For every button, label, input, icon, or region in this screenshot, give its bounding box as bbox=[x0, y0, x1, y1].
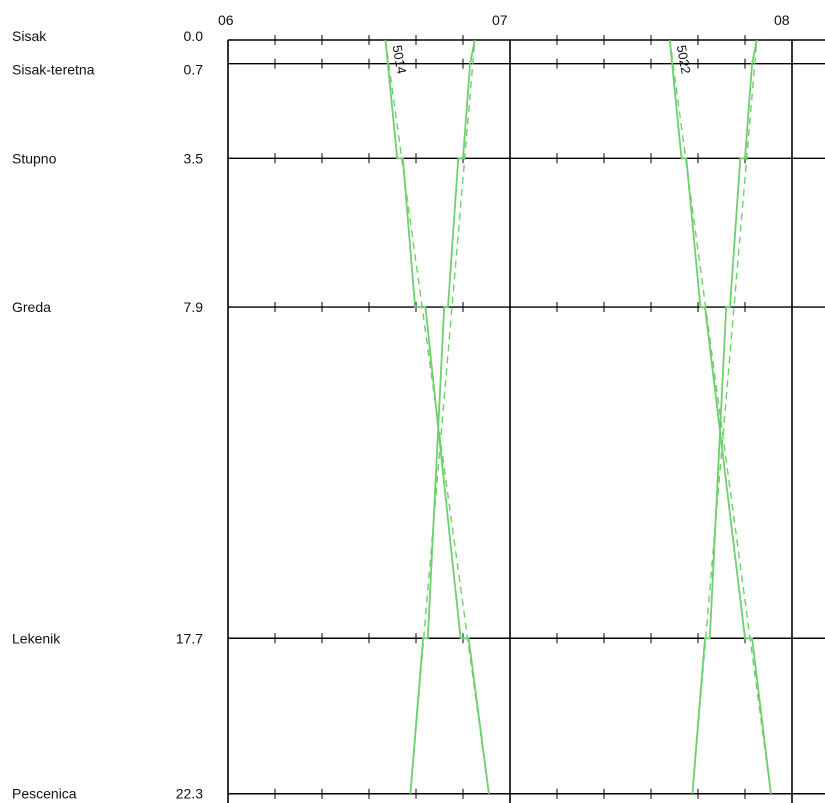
train-number-label: 5014 bbox=[389, 44, 409, 75]
station-km: 0.7 bbox=[184, 62, 204, 78]
train-path-line bbox=[409, 39, 476, 794]
planned-path-line bbox=[384, 39, 490, 794]
station-km: 3.5 bbox=[184, 150, 204, 166]
axis-labels: 06 07 08 Sisak 0.0 Sisak-teretna 0.7 Stupno 3.5 G… bbox=[12, 12, 790, 802]
train-path-line bbox=[668, 39, 772, 794]
planned-path-line bbox=[409, 39, 476, 794]
station-name: Greda bbox=[12, 299, 51, 315]
planned-path-line bbox=[669, 39, 772, 794]
station-km: 7.9 bbox=[184, 299, 204, 315]
station-name: Pescenica bbox=[12, 786, 77, 802]
planned-path-line bbox=[691, 39, 758, 794]
station-name: Sisak-teretna bbox=[12, 62, 95, 78]
station-name: Stupno bbox=[12, 150, 57, 166]
station-name: Lekenik bbox=[12, 630, 61, 646]
station-km: 0.0 bbox=[184, 28, 204, 44]
hour-tick-label: 07 bbox=[492, 12, 508, 28]
train-path-line bbox=[691, 39, 758, 794]
hour-tick-label: 06 bbox=[218, 12, 234, 28]
station-km: 17.7 bbox=[176, 630, 203, 646]
grid bbox=[227, 35, 825, 803]
train-number-label: 5022 bbox=[674, 44, 694, 75]
station-name: Sisak bbox=[12, 28, 47, 44]
station-km: 22.3 bbox=[176, 786, 203, 802]
hour-tick-label: 08 bbox=[774, 12, 790, 28]
train-paths bbox=[384, 39, 772, 794]
